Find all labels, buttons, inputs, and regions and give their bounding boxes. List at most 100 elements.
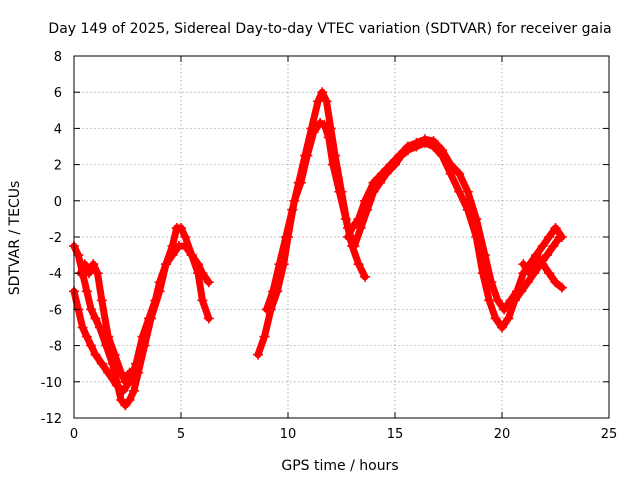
y-tick-label: -12 [41, 412, 62, 427]
x-tick-label: 20 [494, 427, 511, 442]
y-tick-label: 6 [54, 86, 62, 101]
data-point-marker [116, 367, 127, 378]
data-point-marker [330, 150, 341, 161]
data-point-marker [524, 268, 535, 279]
data-point-marker [96, 358, 107, 369]
axis-ticks: 0 5 10 15 20 25 -12 -10 -8 -6 -4 -2 0 2 4 6 8 [41, 50, 618, 442]
data-point-marker [86, 304, 97, 315]
data-point-marker [103, 331, 114, 342]
y-tick-label: -6 [49, 303, 62, 318]
data-point-marker [537, 259, 548, 270]
data-point-marker [499, 304, 510, 315]
data-point-marker [103, 367, 114, 378]
y-axis-label: SDTVAR / TECUs [7, 181, 23, 296]
data-point-marker [503, 313, 514, 324]
data-point-marker [531, 250, 542, 261]
data-point-marker [274, 259, 285, 270]
data-point-marker [128, 385, 139, 396]
data-series [69, 87, 567, 411]
data-point-marker [287, 204, 298, 215]
data-point-marker [197, 295, 208, 306]
data-point-marker [73, 250, 84, 261]
data-point-marker [280, 232, 291, 242]
data-point-marker [511, 286, 522, 297]
data-point-marker [550, 222, 561, 233]
data-point-marker [360, 271, 371, 282]
data-point-marker [377, 168, 388, 179]
data-point-marker [315, 117, 326, 128]
chart-title: Day 149 of 2025, Sidereal Day-to-day VTE… [48, 21, 611, 37]
data-point-marker [180, 241, 191, 252]
data-point-marker [355, 222, 366, 233]
y-tick-label: 8 [54, 50, 62, 65]
data-point-marker [137, 331, 148, 342]
x-tick-label: 10 [280, 427, 297, 442]
data-point-marker [167, 250, 178, 261]
data-point-marker [544, 232, 555, 242]
data-point-marker [81, 286, 92, 297]
data-point-marker [537, 241, 548, 252]
data-point-marker [197, 268, 208, 279]
data-point-marker [77, 322, 88, 333]
data-point-marker [88, 259, 99, 270]
data-point-marker [349, 241, 360, 252]
data-point-marker [497, 322, 507, 333]
y-tick-label: 4 [54, 122, 62, 137]
data-point-marker [124, 367, 135, 378]
y-tick-label: -4 [49, 267, 62, 282]
data-point-marker [437, 145, 448, 156]
data-point-marker [109, 349, 120, 360]
data-point-marker [176, 222, 186, 233]
data-point-marker [445, 168, 456, 179]
y-tick-label: 2 [54, 159, 62, 174]
data-point-marker [556, 282, 567, 293]
data-point-marker [161, 259, 172, 270]
grid-lines [74, 56, 609, 418]
data-point-marker [120, 400, 131, 411]
data-point-marker [186, 250, 197, 261]
data-point-marker [312, 96, 323, 107]
data-point-marker [94, 322, 105, 333]
data-point-marker [505, 295, 516, 306]
data-point-marker [462, 186, 473, 197]
data-point-marker [479, 250, 490, 261]
data-point-marker [300, 150, 311, 161]
data-point-marker [96, 295, 107, 306]
data-point-marker [79, 259, 90, 270]
data-point-marker [90, 313, 101, 324]
data-point-marker [419, 134, 430, 145]
data-point-marker [454, 186, 465, 197]
data-point-marker [90, 349, 101, 360]
x-tick-label: 0 [70, 427, 78, 442]
data-point-marker [268, 286, 279, 297]
y-tick-label: -8 [49, 340, 62, 355]
data-point-marker [428, 136, 439, 147]
data-point-marker [550, 277, 561, 288]
data-point-marker [544, 268, 555, 279]
data-point-marker [353, 213, 364, 224]
data-point-marker [490, 313, 501, 324]
data-point-marker [118, 385, 129, 396]
data-point-marker [486, 277, 497, 288]
data-point-marker [548, 241, 559, 252]
y-tick-label: -10 [41, 376, 62, 391]
data-point-marker [203, 313, 214, 324]
data-point-marker [411, 137, 422, 148]
data-point-marker [180, 232, 191, 242]
data-point-marker [124, 394, 135, 405]
data-point-marker [306, 123, 317, 134]
y-tick-label: -2 [49, 231, 62, 246]
y-tick-label: 0 [54, 195, 62, 210]
data-point-marker [342, 232, 353, 242]
data-point-marker [368, 177, 379, 188]
data-point-marker [203, 277, 214, 288]
data-point-marker [293, 177, 304, 188]
data-point-marker [193, 259, 204, 270]
data-point-marker [347, 222, 358, 233]
series-trace-g [370, 135, 566, 313]
data-point-marker [92, 268, 103, 279]
data-point-marker [522, 277, 533, 288]
data-point-marker [471, 213, 482, 224]
data-point-marker [150, 295, 161, 306]
